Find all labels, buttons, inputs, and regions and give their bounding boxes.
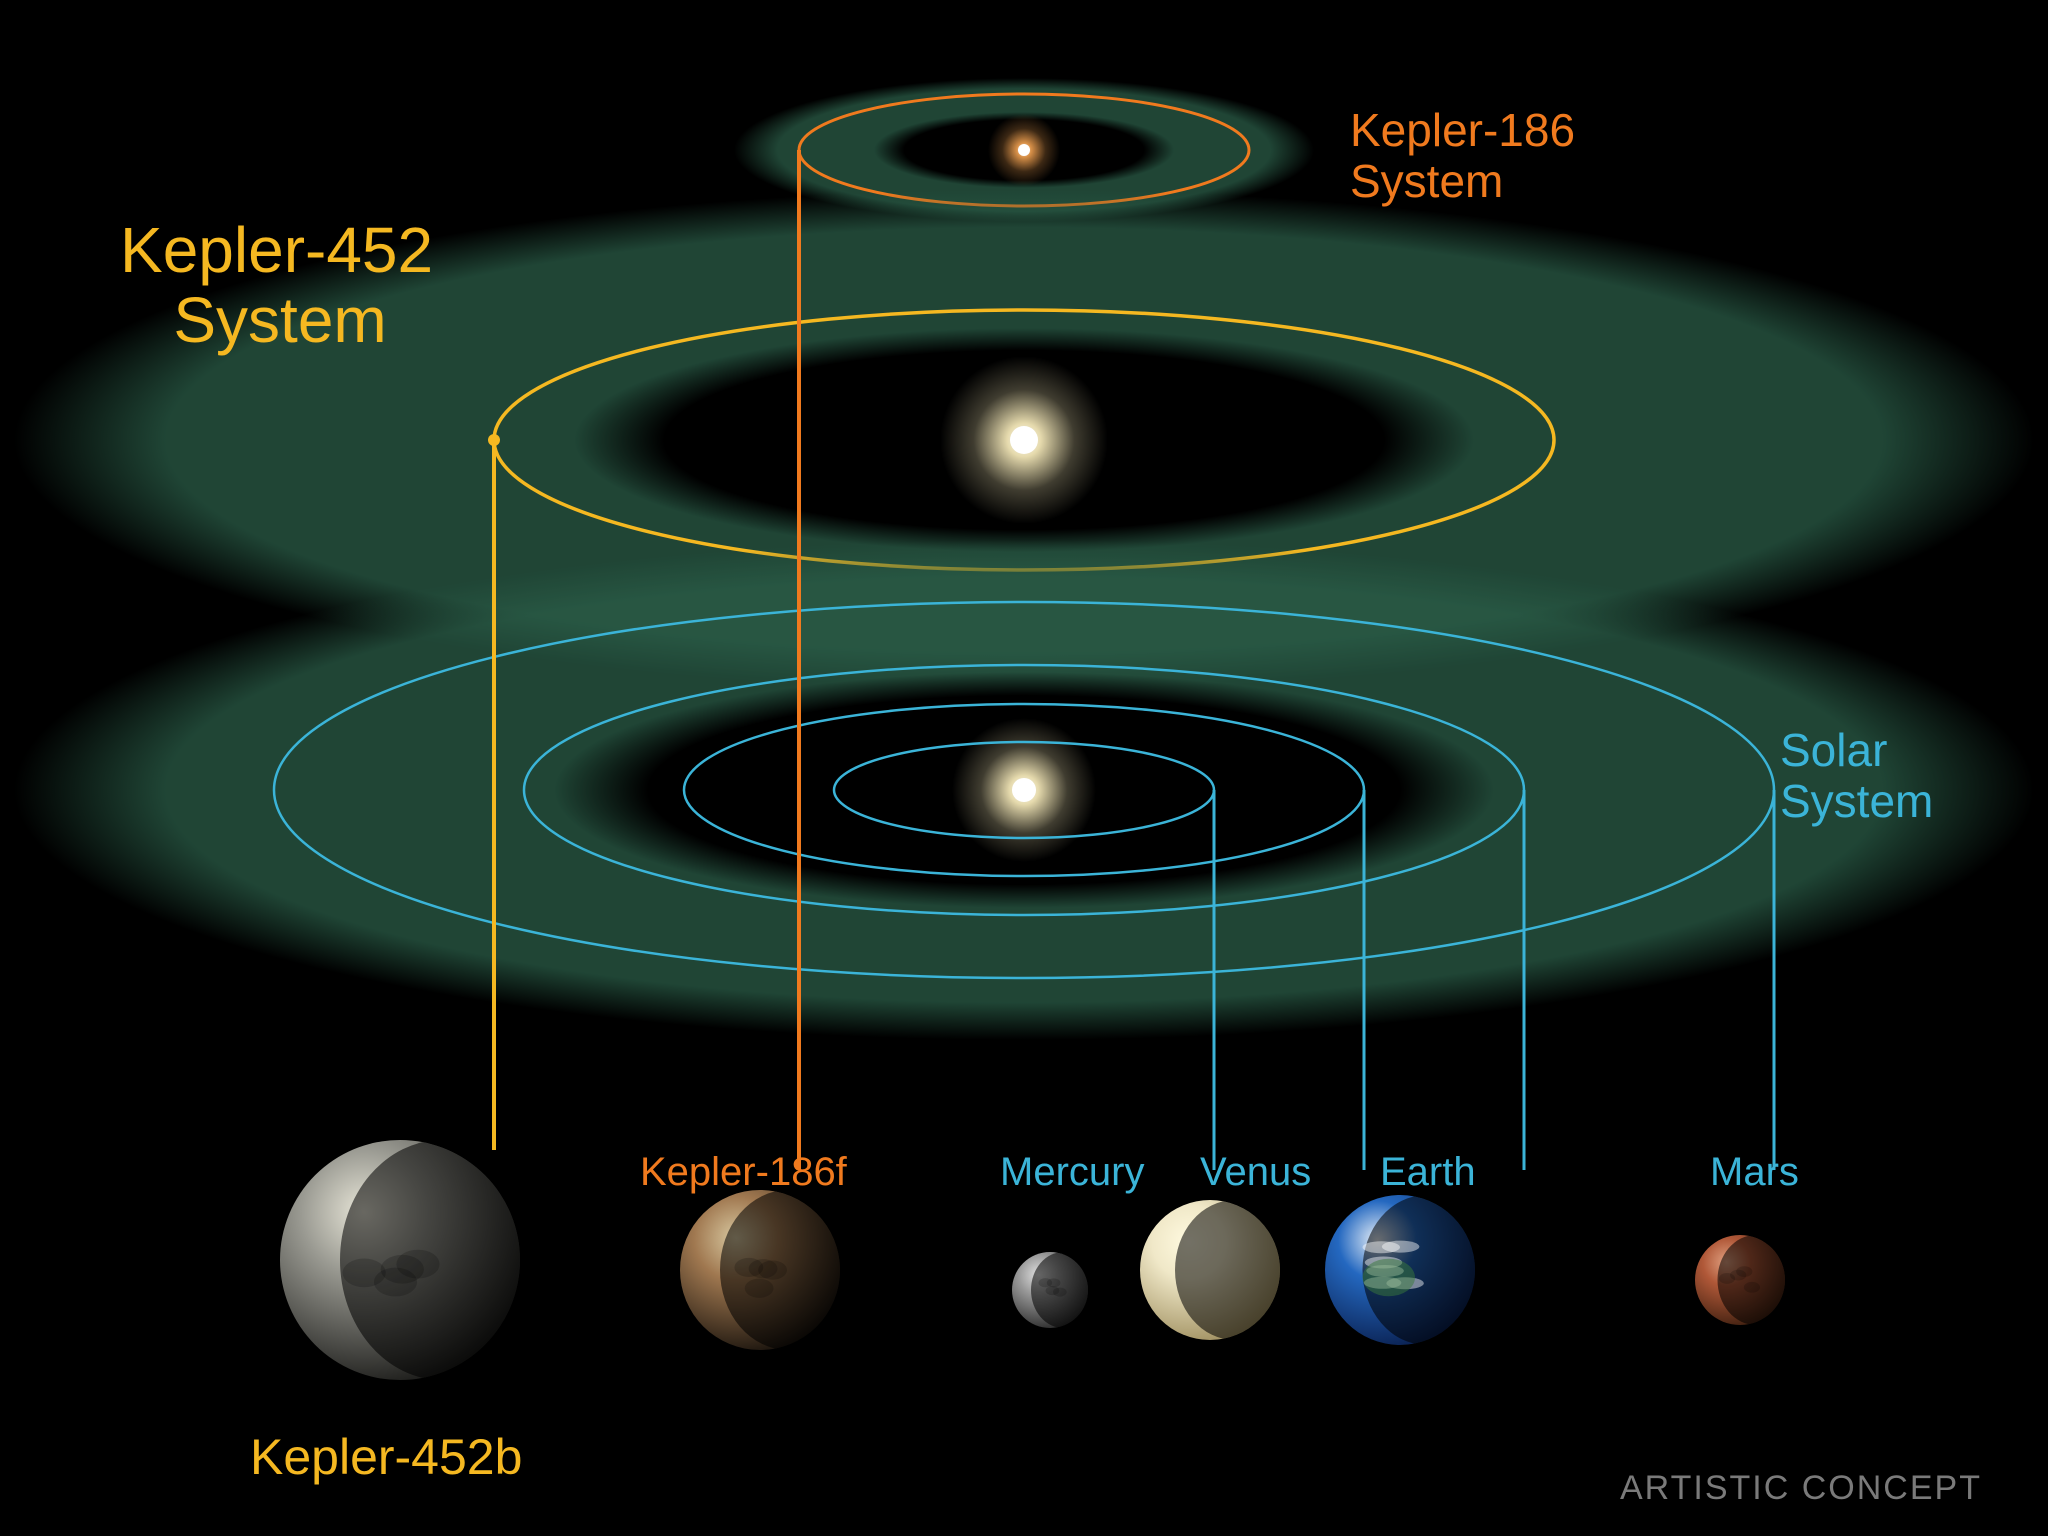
planet-kepler-186f bbox=[680, 1190, 856, 1350]
kepler-452-system-label: Kepler-452 System bbox=[120, 215, 433, 356]
kepler-186-system-label: Kepler-186 System bbox=[1350, 105, 1575, 206]
planet-label-venus: Venus bbox=[1200, 1150, 1311, 1194]
planet-mars bbox=[1695, 1235, 1794, 1325]
kepler452b-line-marker bbox=[488, 434, 500, 446]
planet-label-earth: Earth bbox=[1380, 1150, 1476, 1194]
planet-label-kepler-452b: Kepler-452b bbox=[250, 1430, 522, 1485]
planet-label-mars: Mars bbox=[1710, 1150, 1799, 1194]
kepler-186-star bbox=[1018, 144, 1030, 156]
solar-system-label: Solar System bbox=[1780, 725, 1933, 826]
solar-system bbox=[14, 540, 2034, 1040]
planet-mercury bbox=[1012, 1252, 1096, 1328]
planet-venus bbox=[1140, 1200, 1294, 1340]
kepler-452-star bbox=[1010, 426, 1038, 454]
artistic-concept-note: ARTISTIC CONCEPT bbox=[1620, 1470, 1982, 1507]
planet-label-mercury: Mercury bbox=[1000, 1150, 1144, 1194]
planet-kepler-452b bbox=[280, 1140, 544, 1380]
planet-label-kepler-186f: Kepler-186f bbox=[640, 1150, 847, 1194]
solar-star bbox=[1012, 778, 1036, 802]
planet-earth bbox=[1325, 1195, 1490, 1345]
